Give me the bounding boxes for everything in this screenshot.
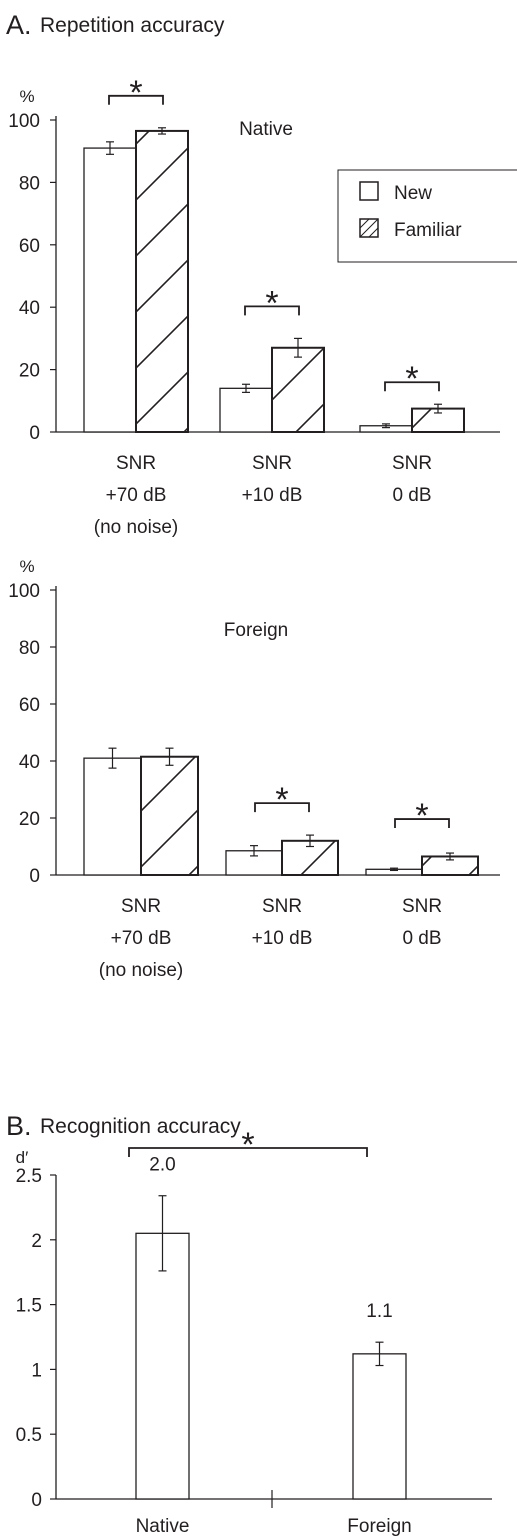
legend-hatch xyxy=(359,218,379,238)
y-tick-label: 0 xyxy=(29,866,40,887)
significance-bracket xyxy=(108,94,164,105)
y-tick-label: 0.5 xyxy=(16,1425,42,1446)
y-tick-label: 80 xyxy=(19,173,40,194)
y-axis-unit: % xyxy=(19,557,34,576)
category-label: SNR xyxy=(121,896,161,917)
panel-a-letter: A. xyxy=(6,10,32,40)
y-axis-unit: d′ xyxy=(16,1148,29,1167)
bar-new xyxy=(219,387,273,433)
category-label: Native xyxy=(136,1516,190,1536)
y-tick-label: 100 xyxy=(8,111,40,132)
bar-familiar xyxy=(140,755,199,876)
bar-native xyxy=(135,1232,190,1500)
category-label: +70 dB xyxy=(111,928,172,949)
significance-bracket xyxy=(394,818,450,829)
legend-label: Familiar xyxy=(394,220,462,241)
y-tick-label: 80 xyxy=(19,638,40,659)
y-axis-unit: % xyxy=(19,87,34,106)
panel-a-title: Repetition accuracy xyxy=(40,14,225,37)
significance-star: * xyxy=(129,74,142,112)
data-label: 2.0 xyxy=(149,1155,175,1176)
category-label: SNR xyxy=(392,453,432,474)
bar-foreign xyxy=(352,1353,407,1500)
y-tick-label: 40 xyxy=(19,752,40,773)
foreign-repetition-chart: % 0 20 40 60 80 100 Foreign SNR +70 dB (no noise) S… xyxy=(8,557,500,981)
legend-swatch-new xyxy=(359,181,379,201)
legend-label: New xyxy=(394,183,432,204)
category-label: SNR xyxy=(116,453,156,474)
significance-bracket xyxy=(384,381,440,392)
category-label: SNR xyxy=(262,896,302,917)
panel-b-letter: B. xyxy=(6,1111,32,1141)
significance-star: * xyxy=(415,797,428,835)
significance-star: * xyxy=(275,781,288,819)
chart-title: Native xyxy=(239,119,293,140)
y-tick-label: 2 xyxy=(31,1231,42,1252)
bar-familiar xyxy=(271,346,325,434)
category-label: +70 dB xyxy=(106,485,167,506)
category-label: 0 dB xyxy=(392,485,431,506)
category-label: Foreign xyxy=(347,1516,411,1536)
significance-star: * xyxy=(405,360,418,398)
chart-title: Foreign xyxy=(224,620,288,641)
category-label: SNR xyxy=(402,896,442,917)
significance-bracket xyxy=(254,802,310,813)
category-label: +10 dB xyxy=(252,928,313,949)
y-tick-label: 20 xyxy=(19,361,40,382)
y-tick-label: 2.5 xyxy=(16,1166,42,1187)
bar-new xyxy=(83,147,137,433)
category-label: (no noise) xyxy=(99,960,184,981)
y-tick-label: 1 xyxy=(31,1360,42,1381)
y-tick-label: 20 xyxy=(19,809,40,830)
category-label: 0 dB xyxy=(402,928,441,949)
data-label: 1.1 xyxy=(366,1301,392,1322)
category-label: SNR xyxy=(252,453,292,474)
category-label: +10 dB xyxy=(242,485,303,506)
y-tick-label: 0 xyxy=(31,1490,42,1511)
significance-star: * xyxy=(241,1126,254,1164)
bar-new xyxy=(83,757,142,876)
y-tick-label: 60 xyxy=(19,695,40,716)
y-tick-label: 0 xyxy=(29,423,40,444)
bar-familiar xyxy=(135,129,189,433)
y-tick-label: 60 xyxy=(19,236,40,257)
y-tick-label: 100 xyxy=(8,581,40,602)
significance-bracket xyxy=(244,305,300,316)
significance-star: * xyxy=(265,284,278,322)
y-tick-label: 1.5 xyxy=(16,1296,42,1317)
panel-b-title: Recognition accuracy xyxy=(40,1115,241,1138)
significance-bracket xyxy=(128,1147,368,1157)
recognition-dprime-chart: d′ 0 0.5 1 1.5 2 2.5 2.0 Native 1.1 Foreign * xyxy=(16,1126,492,1536)
category-label: (no noise) xyxy=(94,517,179,538)
y-tick-label: 40 xyxy=(19,298,40,319)
native-repetition-chart: % 0 20 40 60 80 100 Native SNR +70 dB (no noise) SN… xyxy=(8,74,517,538)
